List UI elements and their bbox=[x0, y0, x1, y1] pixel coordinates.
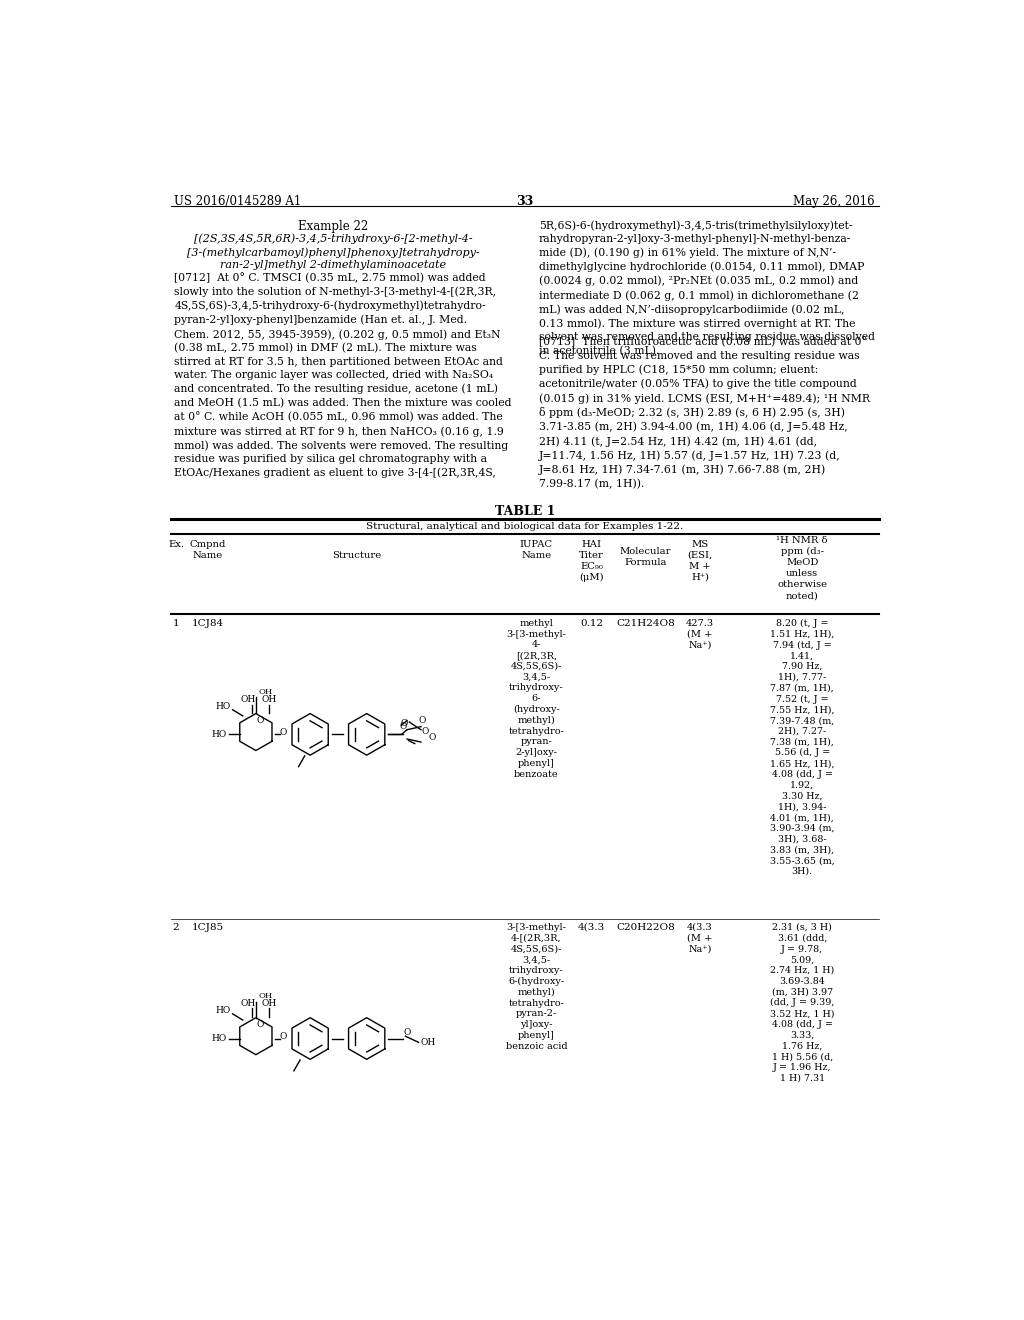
Text: OH: OH bbox=[258, 993, 272, 1001]
Text: OH: OH bbox=[261, 999, 276, 1007]
Text: methyl
3-[3-methyl-
4-
[(2R,3R,
4S,5S,6S)-
3,4,5-
trihydroxy-
6-
(hydroxy-
methy: methyl 3-[3-methyl- 4- [(2R,3R, 4S,5S,6S… bbox=[507, 619, 566, 779]
Text: 5R,6S)-6-(hydroxymethyl)-3,4,5-tris(trimethylsilyloxy)tet-
rahydropyran-2-yl]oxy: 5R,6S)-6-(hydroxymethyl)-3,4,5-tris(trim… bbox=[539, 220, 874, 356]
Text: O: O bbox=[280, 1032, 287, 1041]
Text: Example 22: Example 22 bbox=[298, 220, 369, 234]
Text: [0712]  At 0° C. TMSCI (0.35 mL, 2.75 mmol) was added
slowly into the solution o: [0712] At 0° C. TMSCI (0.35 mL, 2.75 mmo… bbox=[174, 272, 512, 478]
Text: 1CJ85: 1CJ85 bbox=[191, 923, 224, 932]
Text: HO: HO bbox=[212, 1034, 227, 1043]
Text: 1: 1 bbox=[173, 619, 179, 628]
Text: O: O bbox=[429, 733, 436, 742]
Text: O: O bbox=[401, 719, 409, 729]
Text: C21H24O8: C21H24O8 bbox=[616, 619, 675, 628]
Text: Molecular
Formula: Molecular Formula bbox=[620, 548, 672, 568]
Text: Structural, analytical and biological data for Examples 1-22.: Structural, analytical and biological da… bbox=[367, 521, 683, 531]
Text: OH: OH bbox=[421, 1038, 436, 1047]
Text: TABLE 1: TABLE 1 bbox=[495, 506, 555, 517]
Text: O: O bbox=[421, 727, 428, 735]
Text: 8.20 (t, J =
1.51 Hz, 1H),
7.94 (td, J =
1.41,
7.90 Hz,
1H), 7.77-
7.87 (m, 1H),: 8.20 (t, J = 1.51 Hz, 1H), 7.94 (td, J =… bbox=[770, 619, 835, 876]
Text: ¹H NMR δ
ppm (d₃-
MeOD
unless
otherwise
noted): ¹H NMR δ ppm (d₃- MeOD unless otherwise … bbox=[776, 536, 828, 601]
Text: US 2016/0145289 A1: US 2016/0145289 A1 bbox=[174, 195, 302, 209]
Text: 2: 2 bbox=[173, 923, 179, 932]
Text: [0713]  Then trifluoroacetic acid (0.08 mL) was added at 0°
C. The solvent was r: [0713] Then trifluoroacetic acid (0.08 m… bbox=[539, 337, 869, 488]
Text: Ex.: Ex. bbox=[168, 540, 184, 549]
Text: 427.3
(M +
Na⁺): 427.3 (M + Na⁺) bbox=[686, 619, 714, 649]
Text: HO: HO bbox=[212, 730, 227, 739]
Text: O: O bbox=[256, 715, 263, 725]
Text: 0.12: 0.12 bbox=[580, 619, 603, 628]
Text: Cmpnd
Name: Cmpnd Name bbox=[189, 540, 226, 560]
Text: OH: OH bbox=[261, 694, 276, 704]
Text: O: O bbox=[280, 729, 287, 738]
Text: OH: OH bbox=[258, 688, 272, 696]
Text: O: O bbox=[419, 715, 426, 725]
Text: C20H22O8: C20H22O8 bbox=[616, 923, 675, 932]
Text: O: O bbox=[403, 1028, 411, 1036]
Text: 33: 33 bbox=[516, 195, 534, 209]
Text: HAI
Titer
EC₉₀
(μM): HAI Titer EC₉₀ (μM) bbox=[579, 540, 604, 582]
Text: MS
(ESI,
M +
H⁺): MS (ESI, M + H⁺) bbox=[687, 540, 713, 582]
Text: [(2S,3S,4S,5R,6R)-3,4,5-trihydroxy-6-[2-methyl-4-
[3-(methylcarbamoyl)phenyl]phe: [(2S,3S,4S,5R,6R)-3,4,5-trihydroxy-6-[2-… bbox=[187, 234, 479, 271]
Text: 3-[3-methyl-
4-[(2R,3R,
4S,5S,6S)-
3,4,5-
trihydroxy-
6-(hydroxy-
methyl)
tetrah: 3-[3-methyl- 4-[(2R,3R, 4S,5S,6S)- 3,4,5… bbox=[506, 923, 567, 1051]
Text: O: O bbox=[256, 1020, 263, 1030]
Text: HO: HO bbox=[216, 1006, 231, 1015]
Text: 1CJ84: 1CJ84 bbox=[191, 619, 224, 628]
Text: Structure: Structure bbox=[332, 552, 381, 560]
Text: OH: OH bbox=[241, 999, 256, 1007]
Text: 2.31 (s, 3 H)
3.61 (ddd,
J = 9.78,
5.09,
2.74 Hz, 1 H)
3.69-3.84
(m, 3H) 3.97
(d: 2.31 (s, 3 H) 3.61 (ddd, J = 9.78, 5.09,… bbox=[770, 923, 835, 1082]
Text: OH: OH bbox=[241, 694, 256, 704]
Text: HO: HO bbox=[216, 702, 231, 711]
Text: 4(3.3
(M +
Na⁺): 4(3.3 (M + Na⁺) bbox=[687, 923, 713, 953]
Text: IUPAC
Name: IUPAC Name bbox=[520, 540, 553, 560]
Text: 4(3.3: 4(3.3 bbox=[578, 923, 605, 932]
Text: May 26, 2016: May 26, 2016 bbox=[794, 195, 876, 209]
Text: O: O bbox=[399, 722, 407, 731]
